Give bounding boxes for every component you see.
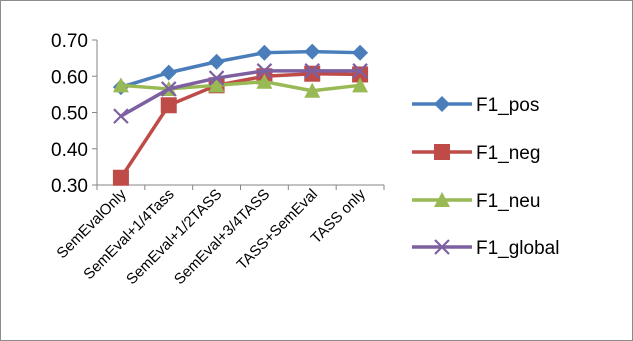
data-point-marker xyxy=(256,63,273,79)
data-point-marker xyxy=(304,82,321,98)
series-line xyxy=(120,69,361,118)
data-point-marker xyxy=(208,53,225,70)
y-tick-label: 0.60 xyxy=(51,67,88,88)
x-category-label: TASS+SemEval xyxy=(233,186,321,274)
data-point-marker xyxy=(112,77,129,93)
data-point-marker xyxy=(352,63,368,79)
legend-item: F1_pos xyxy=(412,95,539,116)
series-line xyxy=(120,79,361,93)
axes xyxy=(96,40,384,186)
legend-item: F1_neg xyxy=(412,143,540,164)
x-category-label: SemEval+1/4Tass xyxy=(80,186,177,283)
legend-marker xyxy=(434,192,450,207)
data-point-marker xyxy=(112,169,129,186)
data-point-marker xyxy=(304,43,321,60)
legend-item: F1_global xyxy=(412,238,559,259)
data-point-marker xyxy=(160,81,177,97)
legend-label: F1_pos xyxy=(476,95,539,116)
data-point-marker xyxy=(352,77,369,93)
series-line xyxy=(120,49,361,89)
legend-label: F1_neu xyxy=(476,191,540,212)
data-point-marker xyxy=(160,64,177,81)
data-point-marker xyxy=(160,97,177,114)
data-point-marker xyxy=(256,73,273,89)
y-axis-ticks: 0.30 0.40 0.50 0.60 0.70 xyxy=(51,31,97,197)
y-tick-label: 0.40 xyxy=(51,140,88,161)
legend-label: F1_global xyxy=(476,238,559,259)
y-tick-label: 0.50 xyxy=(51,104,88,125)
legend-marker xyxy=(434,239,450,255)
y-tick-label: 0.30 xyxy=(51,176,88,197)
legend: F1_pos F1_neg F1_neu F1_global xyxy=(412,95,559,259)
data-point-marker xyxy=(208,70,225,86)
data-point-marker xyxy=(352,44,369,61)
legend-marker xyxy=(434,96,450,112)
data-point-marker xyxy=(304,63,321,79)
legend-marker xyxy=(434,144,450,160)
legend-label: F1_neg xyxy=(476,143,540,164)
series-f1-global xyxy=(113,63,368,124)
data-point-marker xyxy=(208,77,225,93)
legend-item: F1_neu xyxy=(412,191,540,212)
data-point-marker xyxy=(113,108,129,124)
y-tick-label: 0.70 xyxy=(51,31,88,52)
data-point-marker xyxy=(304,65,321,82)
x-axis-ticks: SemEvalOnlySemEval+1/4TassSemEval+1/2TAS… xyxy=(53,185,385,288)
series-layer xyxy=(112,43,369,186)
data-point-marker xyxy=(256,44,273,61)
series-f1-pos xyxy=(112,43,369,96)
